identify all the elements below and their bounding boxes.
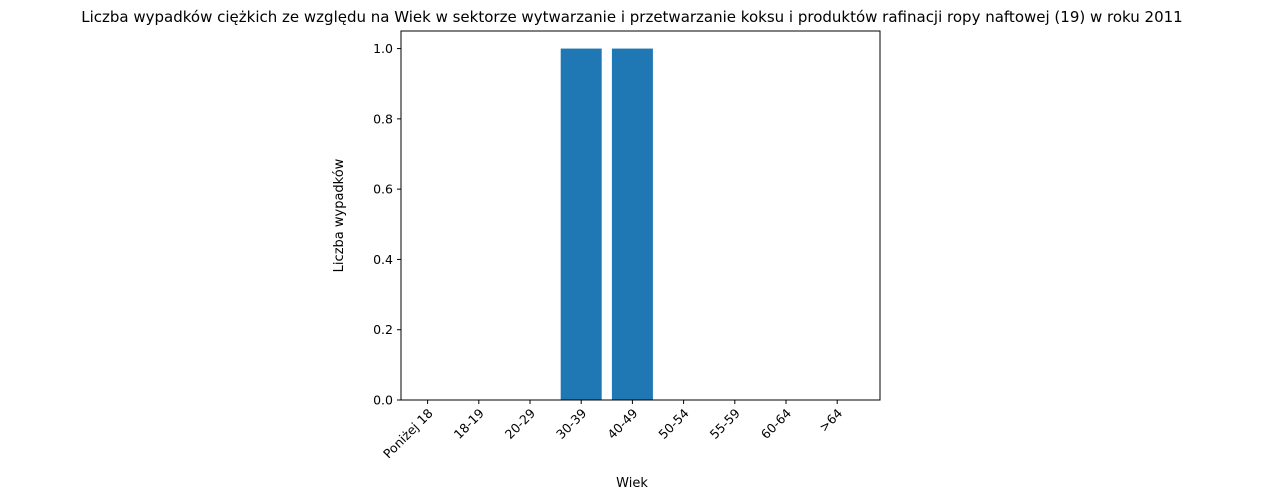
y-tick-label-4: 0.8 [373,111,393,126]
x-tick-label-1: 18-19 [451,405,487,441]
bars-layer [560,48,653,400]
x-tick-label-3: 30-39 [553,405,589,441]
bar-3 [560,48,602,400]
x-tick-label-8: >64 [816,405,845,434]
y-tick-label-3: 0.6 [373,182,393,197]
x-tick-label-5: 50-54 [655,405,691,441]
x-tick-label-4: 40-49 [604,405,640,441]
y-tick-label-1: 0.2 [373,322,393,337]
x-tick-label-7: 60-64 [758,405,794,441]
x-axis-label: Wiek [616,476,648,491]
bar-4 [611,48,653,400]
x-tick-label-6: 55-59 [707,405,743,441]
chart-title: Liczba wypadków ciężkich ze względu na W… [81,8,1182,26]
y-tick-label-2: 0.4 [373,252,393,267]
y-tick-label-5: 1.0 [373,41,393,56]
y-axis: 0.0 0.2 0.4 0.6 0.8 1.0 [373,41,401,408]
y-axis-label: Liczba wypadków [332,158,347,272]
x-tick-label-2: 20-29 [502,405,538,441]
x-axis: Poniżej 18 18-19 20-29 30-39 40-49 50-54 55-59… [380,400,845,461]
y-tick-label-0: 0.0 [373,393,393,408]
plot-frame [400,30,881,401]
x-tick-label-0: Poniżej 18 [380,405,436,461]
